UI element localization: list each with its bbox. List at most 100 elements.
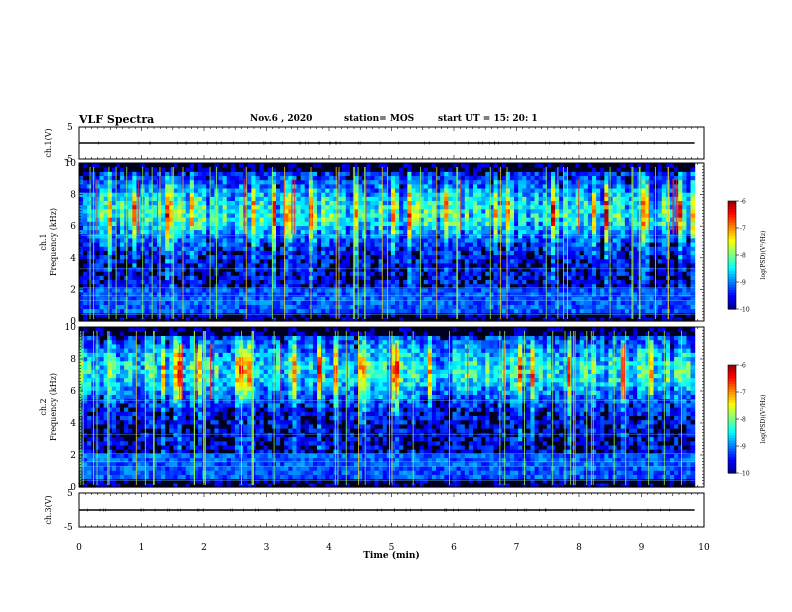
spectrogram-cell: [321, 233, 326, 239]
spectrogram-cell: [300, 179, 306, 185]
spectrogram-cell: [222, 200, 228, 206]
spectrogram-cell: [337, 312, 343, 318]
spectrogram-cell: [284, 283, 289, 289]
spectrogram-cell: [349, 287, 355, 293]
spectrogram-cell: [431, 283, 437, 289]
spectrogram-cell: [251, 246, 257, 251]
spectrogram-cell: [292, 300, 298, 305]
spectrogram-cell: [185, 179, 191, 185]
spectrogram-cell: [489, 296, 495, 301]
spectrogram-cell: [431, 275, 437, 281]
spectrogram-cell: [407, 296, 413, 301]
spectrogram-cell: [325, 192, 330, 197]
spectrogram-cell: [358, 225, 363, 231]
spectrogram-cell: [448, 254, 454, 260]
spectrogram-cell: [210, 217, 216, 222]
spectrogram-cell: [103, 225, 109, 231]
spectrogram-cell: [317, 246, 322, 251]
spectrogram-cell: [538, 167, 544, 172]
spectrogram-cell: [366, 233, 371, 239]
spectrogram-cell: [234, 308, 240, 314]
spectrogram-cell: [263, 279, 269, 285]
spectrogram-cell: [555, 179, 560, 185]
spectrogram-cell: [259, 242, 265, 247]
spectrogram-cell: [79, 246, 84, 251]
spectrogram-cell: [222, 312, 228, 318]
spectrogram-cell: [489, 304, 495, 310]
spectrogram-cell: [177, 221, 183, 226]
spectrogram-cell: [284, 312, 289, 318]
spectrogram-cell: [115, 300, 121, 305]
spectrogram-cell: [120, 279, 125, 285]
spectrogram-cell: [234, 183, 240, 189]
spectrogram-cell: [534, 308, 540, 314]
spectrogram-cell: [436, 250, 441, 256]
spectrogram-cell: [419, 225, 425, 231]
spectrogram-cell: [263, 229, 269, 235]
spectrogram-cell: [202, 312, 207, 318]
spectrogram-cell: [378, 167, 384, 172]
spectrogram-cell: [567, 237, 573, 243]
spectrogram-cell: [156, 175, 162, 181]
spectrogram-cell: [522, 283, 527, 289]
spectrogram-cell: [534, 233, 540, 239]
spectrogram-cell: [477, 258, 482, 264]
spectrogram-cell: [79, 229, 84, 235]
spectrogram-cell: [136, 300, 142, 305]
spectrogram-cell: [185, 237, 191, 243]
spectrogram-cell: [83, 242, 88, 247]
spectrogram-cell: [415, 242, 421, 247]
spectrogram-cell: [79, 291, 84, 297]
spectrogram-cell: [165, 225, 170, 231]
spectrogram-cell: [431, 316, 437, 322]
spectrogram-cell: [239, 262, 244, 268]
spectrogram-cell: [185, 217, 191, 222]
spectrogram-cell: [526, 212, 532, 218]
spectrogram-cell: [193, 212, 199, 218]
spectrogram-cell: [526, 167, 532, 172]
spectrogram-cell: [473, 208, 478, 214]
spectrogram-cell: [317, 258, 322, 264]
spectrogram-cell: [288, 300, 294, 305]
spectrogram-cell: [288, 283, 294, 289]
spectrogram-cell: [542, 279, 548, 285]
spectrogram-cell: [395, 279, 400, 285]
spectrogram-cell: [296, 167, 302, 172]
spectrogram-cell: [120, 175, 125, 181]
spectrogram-cell: [353, 167, 359, 172]
spectrogram-cell: [280, 237, 285, 243]
spectrogram-cell: [473, 242, 478, 247]
spectrogram-cell: [530, 204, 536, 210]
spectrogram-cell: [575, 266, 581, 272]
spectrogram-cell: [440, 283, 445, 289]
spectrogram-cell: [563, 221, 568, 226]
spectrogram-cell: [120, 217, 125, 222]
spectrogram-cell: [575, 171, 581, 177]
spectrogram-cell: [481, 200, 486, 206]
spectrogram-cell: [575, 275, 581, 281]
spectrogram-cell: [259, 237, 265, 243]
spectrogram-cell: [440, 229, 445, 235]
spectrogram-cell: [345, 187, 351, 193]
spectrogram-cell: [399, 291, 404, 297]
spectrogram-cell: [440, 204, 445, 210]
spectrogram-cell: [107, 221, 113, 226]
spectrogram-cell: [317, 208, 322, 214]
spectrogram-cell: [251, 192, 257, 197]
spectrogram-cell: [115, 266, 121, 272]
spectrogram-cell: [173, 304, 179, 310]
spectrogram-cell: [583, 291, 589, 297]
spectrogram-cell: [218, 171, 224, 177]
spectrogram-cell: [583, 217, 589, 222]
spectrogram-cell: [280, 262, 285, 268]
spectrogram-cell: [132, 242, 138, 247]
spectrogram-cell: [571, 275, 577, 281]
spectrogram-cell: [526, 275, 532, 281]
spectrogram-cell: [382, 250, 388, 256]
spectrogram-cell: [148, 287, 154, 293]
spectrogram-cell: [276, 196, 281, 202]
spectrogram-cell: [189, 312, 195, 318]
spectrogram-cell: [542, 225, 548, 231]
spectrogram-cell: [378, 275, 384, 281]
spectrogram-cell: [411, 196, 417, 202]
